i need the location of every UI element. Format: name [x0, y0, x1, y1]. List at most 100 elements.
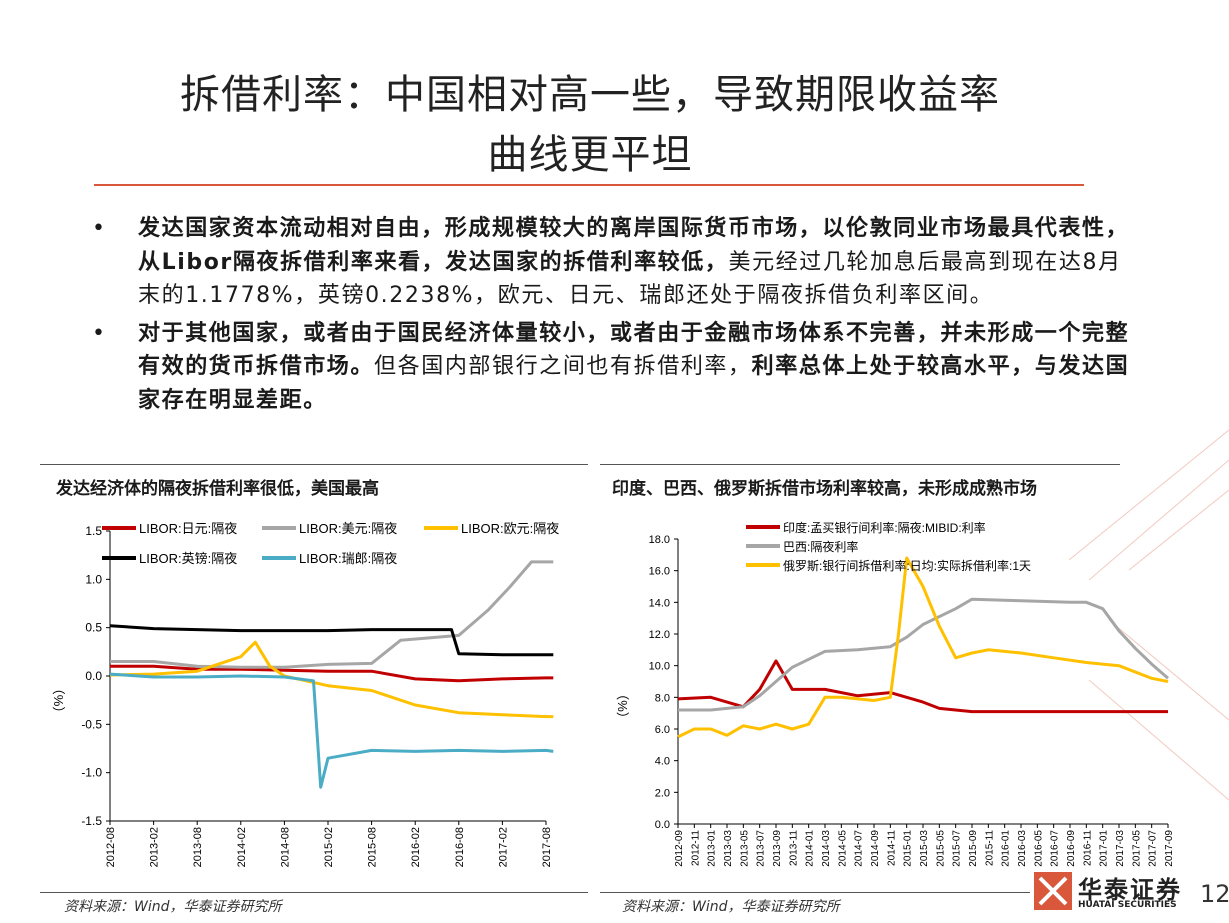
y-tick-label: 8.0: [655, 692, 670, 704]
x-tick-label: 2014-11: [886, 830, 897, 866]
logo-text-cn: 华泰证券: [1078, 876, 1182, 904]
y-tick-label: 2.0: [655, 787, 670, 799]
x-tick-label: 2013-03: [723, 830, 734, 867]
legend-label: LIBOR:欧元:隔夜: [461, 521, 559, 536]
left-panel-rule: [40, 464, 588, 465]
x-tick-label: 2016-03: [1017, 830, 1028, 867]
bullet-2-bold-end: 利率总体上处于较高水平，与发达国家存在明显差距。: [138, 354, 1130, 413]
series-line: [109, 624, 554, 657]
legend-label: 印度:孟买银行间利率:隔夜:MIBID:利率: [783, 520, 986, 535]
x-tick-label: 2015-08: [367, 827, 379, 867]
right-source: 资料来源：Wind，华泰证券研究所: [622, 899, 840, 915]
x-tick-label: 2016-07: [1050, 830, 1061, 867]
series-line: [110, 560, 554, 669]
legend-label: LIBOR:日元:隔夜: [139, 521, 237, 536]
x-tick-label: 2015-03: [919, 830, 930, 867]
left-panel-title: 发达经济体的隔夜拆借利率很低，美国最高: [56, 479, 379, 499]
series-line: [678, 597, 1169, 712]
x-tick-label: 2013-01: [707, 830, 718, 867]
slide-title-line2: 曲线更平坦: [487, 132, 693, 178]
x-tick-label: 2013-08: [192, 827, 204, 867]
x-tick-label: 2014-03: [821, 830, 832, 867]
logo-text-en: HUATAI SECURITIES: [1078, 900, 1177, 910]
legend-label: LIBOR:美元:隔夜: [299, 521, 397, 536]
bullet-item: • 发达国家资本流动相对自由，形成规模较大的离岸国际货币市场，以伦敦同业市场最具…: [92, 212, 1132, 313]
x-tick-label: 2016-09: [1066, 830, 1077, 867]
bullet-2-bold: 对于其他国家，或者由于国民经济体量较小，或者由于金融市场体系不完善，并未形成一个…: [138, 320, 1130, 380]
y-tick-label: -1.5: [81, 814, 102, 828]
x-tick-label: 2017-03: [1115, 830, 1126, 867]
x-tick-label: 2017-01: [1099, 830, 1110, 867]
x-tick-label: 2017-07: [1148, 830, 1159, 867]
x-tick-label: 2014-07: [854, 830, 865, 867]
bullet-dot: •: [92, 320, 107, 346]
y-tick-label: 1.5: [85, 524, 102, 538]
x-tick-label: 2012-08: [105, 827, 117, 867]
series-line: [677, 556, 1169, 739]
y-axis-label: （%）: [51, 682, 66, 720]
right-bottom-rule: [600, 892, 1030, 893]
page-number: 12: [1200, 880, 1229, 908]
y-axis-label: （%）: [615, 687, 630, 725]
huatai-logo: 华泰证券 HUATAI SECURITIES: [1034, 868, 1204, 914]
left-source: 资料来源：Wind，华泰证券研究所: [64, 899, 282, 915]
x-tick-label: 2016-01: [1001, 830, 1012, 867]
x-tick-label: 2012-09: [674, 830, 685, 867]
x-tick-label: 2014-09: [870, 830, 881, 867]
series-line: [109, 672, 554, 789]
bullet-1-normal: 美元经过几轮加息后最高到现在达8月末的1.1778%，英镑0.2238%，欧元、…: [138, 249, 1122, 309]
x-tick-label: 2015-07: [952, 830, 963, 867]
legend-label: LIBOR:英镑:隔夜: [139, 551, 237, 566]
y-tick-label: 0.0: [85, 669, 102, 683]
x-tick-label: 2015-09: [968, 830, 979, 867]
legend-label: 巴西:隔夜利率: [783, 539, 858, 554]
x-tick-label: 2017-09: [1164, 830, 1175, 867]
y-tick-label: -0.5: [81, 717, 102, 731]
title-divider: [94, 184, 1084, 186]
x-tick-label: 2017-05: [1131, 830, 1142, 867]
x-tick-label: 2016-02: [410, 827, 422, 867]
bullet-item: • 对于其他国家，或者由于国民经济体量较小，或者由于金融市场体系不完善，并未形成…: [92, 317, 1132, 418]
series-line: [677, 659, 1168, 714]
x-tick-label: 2014-01: [805, 830, 816, 867]
y-tick-label: -1.0: [81, 766, 102, 780]
bullet-1-bold: 发达国家资本流动相对自由，形成规模较大的离岸国际货币市场，以伦敦同业市场最具代表…: [138, 216, 1130, 275]
x-tick-label: 2014-08: [279, 827, 291, 867]
x-tick-label: 2016-08: [454, 827, 466, 867]
left-bottom-rule: [40, 892, 588, 893]
logo-mark-icon: [1034, 872, 1072, 910]
bullet-2-normal: 但各国内部银行之间也有拆借利率，: [374, 354, 752, 379]
y-tick-label: 10.0: [649, 661, 670, 673]
x-tick-label: 2014-02: [236, 827, 248, 867]
x-tick-label: 2013-07: [756, 830, 767, 867]
y-tick-label: 4.0: [655, 756, 670, 768]
legend-label: 俄罗斯:银行间拆借利率:日均:实际拆借利率:1天: [783, 558, 1031, 573]
x-tick-label: 2015-05: [935, 830, 946, 867]
right-panel-title: 印度、巴西、俄罗斯拆借市场利率较高，未形成成熟市场: [612, 479, 1037, 499]
series-line: [110, 664, 554, 683]
y-tick-label: 14.0: [649, 597, 670, 609]
x-tick-label: 2013-09: [772, 830, 783, 867]
x-tick-label: 2013-11: [788, 830, 799, 866]
x-tick-label: 2013-02: [149, 827, 161, 867]
bullet-dot: •: [92, 216, 107, 241]
y-tick-label: 6.0: [655, 724, 670, 736]
x-tick-label: 2015-02: [323, 827, 335, 867]
y-tick-label: 18.0: [649, 534, 670, 546]
y-tick-label: 12.0: [649, 629, 670, 641]
decorative-lines: [1069, 429, 1229, 801]
y-tick-label: 0.5: [85, 621, 102, 635]
x-tick-label: 2015-11: [984, 830, 995, 866]
x-tick-label: 2012-11: [690, 830, 701, 866]
x-tick-label: 2016-11: [1082, 830, 1093, 866]
y-tick-label: 1.0: [85, 572, 102, 586]
x-tick-label: 2013-05: [739, 830, 750, 867]
x-tick-label: 2017-02: [497, 827, 509, 867]
x-tick-label: 2015-01: [903, 830, 914, 867]
x-tick-label: 2016-05: [1033, 830, 1044, 867]
right-panel-rule: [600, 464, 1120, 465]
legend-label: LIBOR:瑞郎:隔夜: [299, 551, 397, 566]
y-tick-label: 0.0: [655, 819, 670, 831]
bullet-list: • 发达国家资本流动相对自由，形成规模较大的离岸国际货币市场，以伦敦同业市场最具…: [92, 212, 1132, 421]
